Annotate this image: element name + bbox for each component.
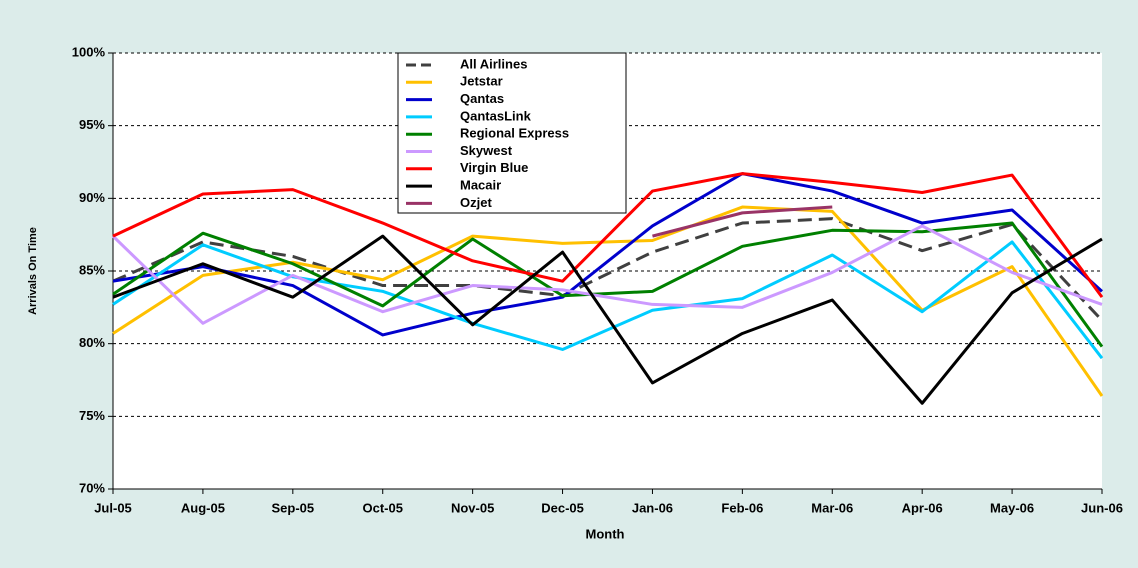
x-tick-label: Feb-06 bbox=[721, 500, 763, 515]
legend-label: Skywest bbox=[460, 143, 513, 158]
x-tick-label: Jan-06 bbox=[632, 500, 673, 515]
x-tick-label: Apr-06 bbox=[902, 500, 943, 515]
y-axis-label: Arrivals On Time bbox=[27, 227, 39, 315]
legend-label: Jetstar bbox=[460, 74, 503, 89]
series-line bbox=[112, 172, 1104, 299]
x-tick-label: May-06 bbox=[990, 500, 1034, 515]
y-tick-label: 80% bbox=[79, 335, 105, 350]
series-line bbox=[112, 205, 1104, 397]
legend-box bbox=[397, 52, 627, 214]
x-tick-label: Sep-05 bbox=[271, 500, 314, 515]
x-tick-label: Jul-05 bbox=[94, 500, 132, 515]
y-tick-label: 90% bbox=[79, 190, 105, 205]
legend-label: Regional Express bbox=[460, 126, 569, 141]
legend-label: QantasLink bbox=[460, 108, 532, 123]
series-line bbox=[112, 221, 1104, 348]
x-tick-label: Nov-05 bbox=[451, 500, 494, 515]
x-tick-label: Aug-05 bbox=[181, 500, 225, 515]
series-line bbox=[112, 217, 1104, 322]
y-tick-label: 100% bbox=[72, 44, 106, 59]
x-tick-label: Oct-05 bbox=[362, 500, 402, 515]
y-tick-label: 70% bbox=[79, 480, 105, 495]
series-line bbox=[112, 234, 1103, 405]
x-tick-label: Jun-06 bbox=[1081, 500, 1123, 515]
legend-label: All Airlines bbox=[460, 56, 527, 71]
x-axis-label: Month bbox=[586, 526, 625, 541]
legend-label: Macair bbox=[460, 178, 501, 193]
y-tick-label: 75% bbox=[79, 408, 105, 423]
legend-label: Ozjet bbox=[460, 195, 492, 210]
series-line bbox=[652, 205, 833, 238]
series-line bbox=[111, 224, 1103, 325]
series-line bbox=[112, 240, 1104, 360]
y-tick-label: 95% bbox=[79, 117, 105, 132]
legend-label: Virgin Blue bbox=[460, 160, 528, 175]
x-tick-label: Mar-06 bbox=[811, 500, 853, 515]
x-tick-label: Dec-05 bbox=[541, 500, 584, 515]
legend-label: Qantas bbox=[460, 91, 504, 106]
y-tick-label: 85% bbox=[79, 262, 105, 277]
